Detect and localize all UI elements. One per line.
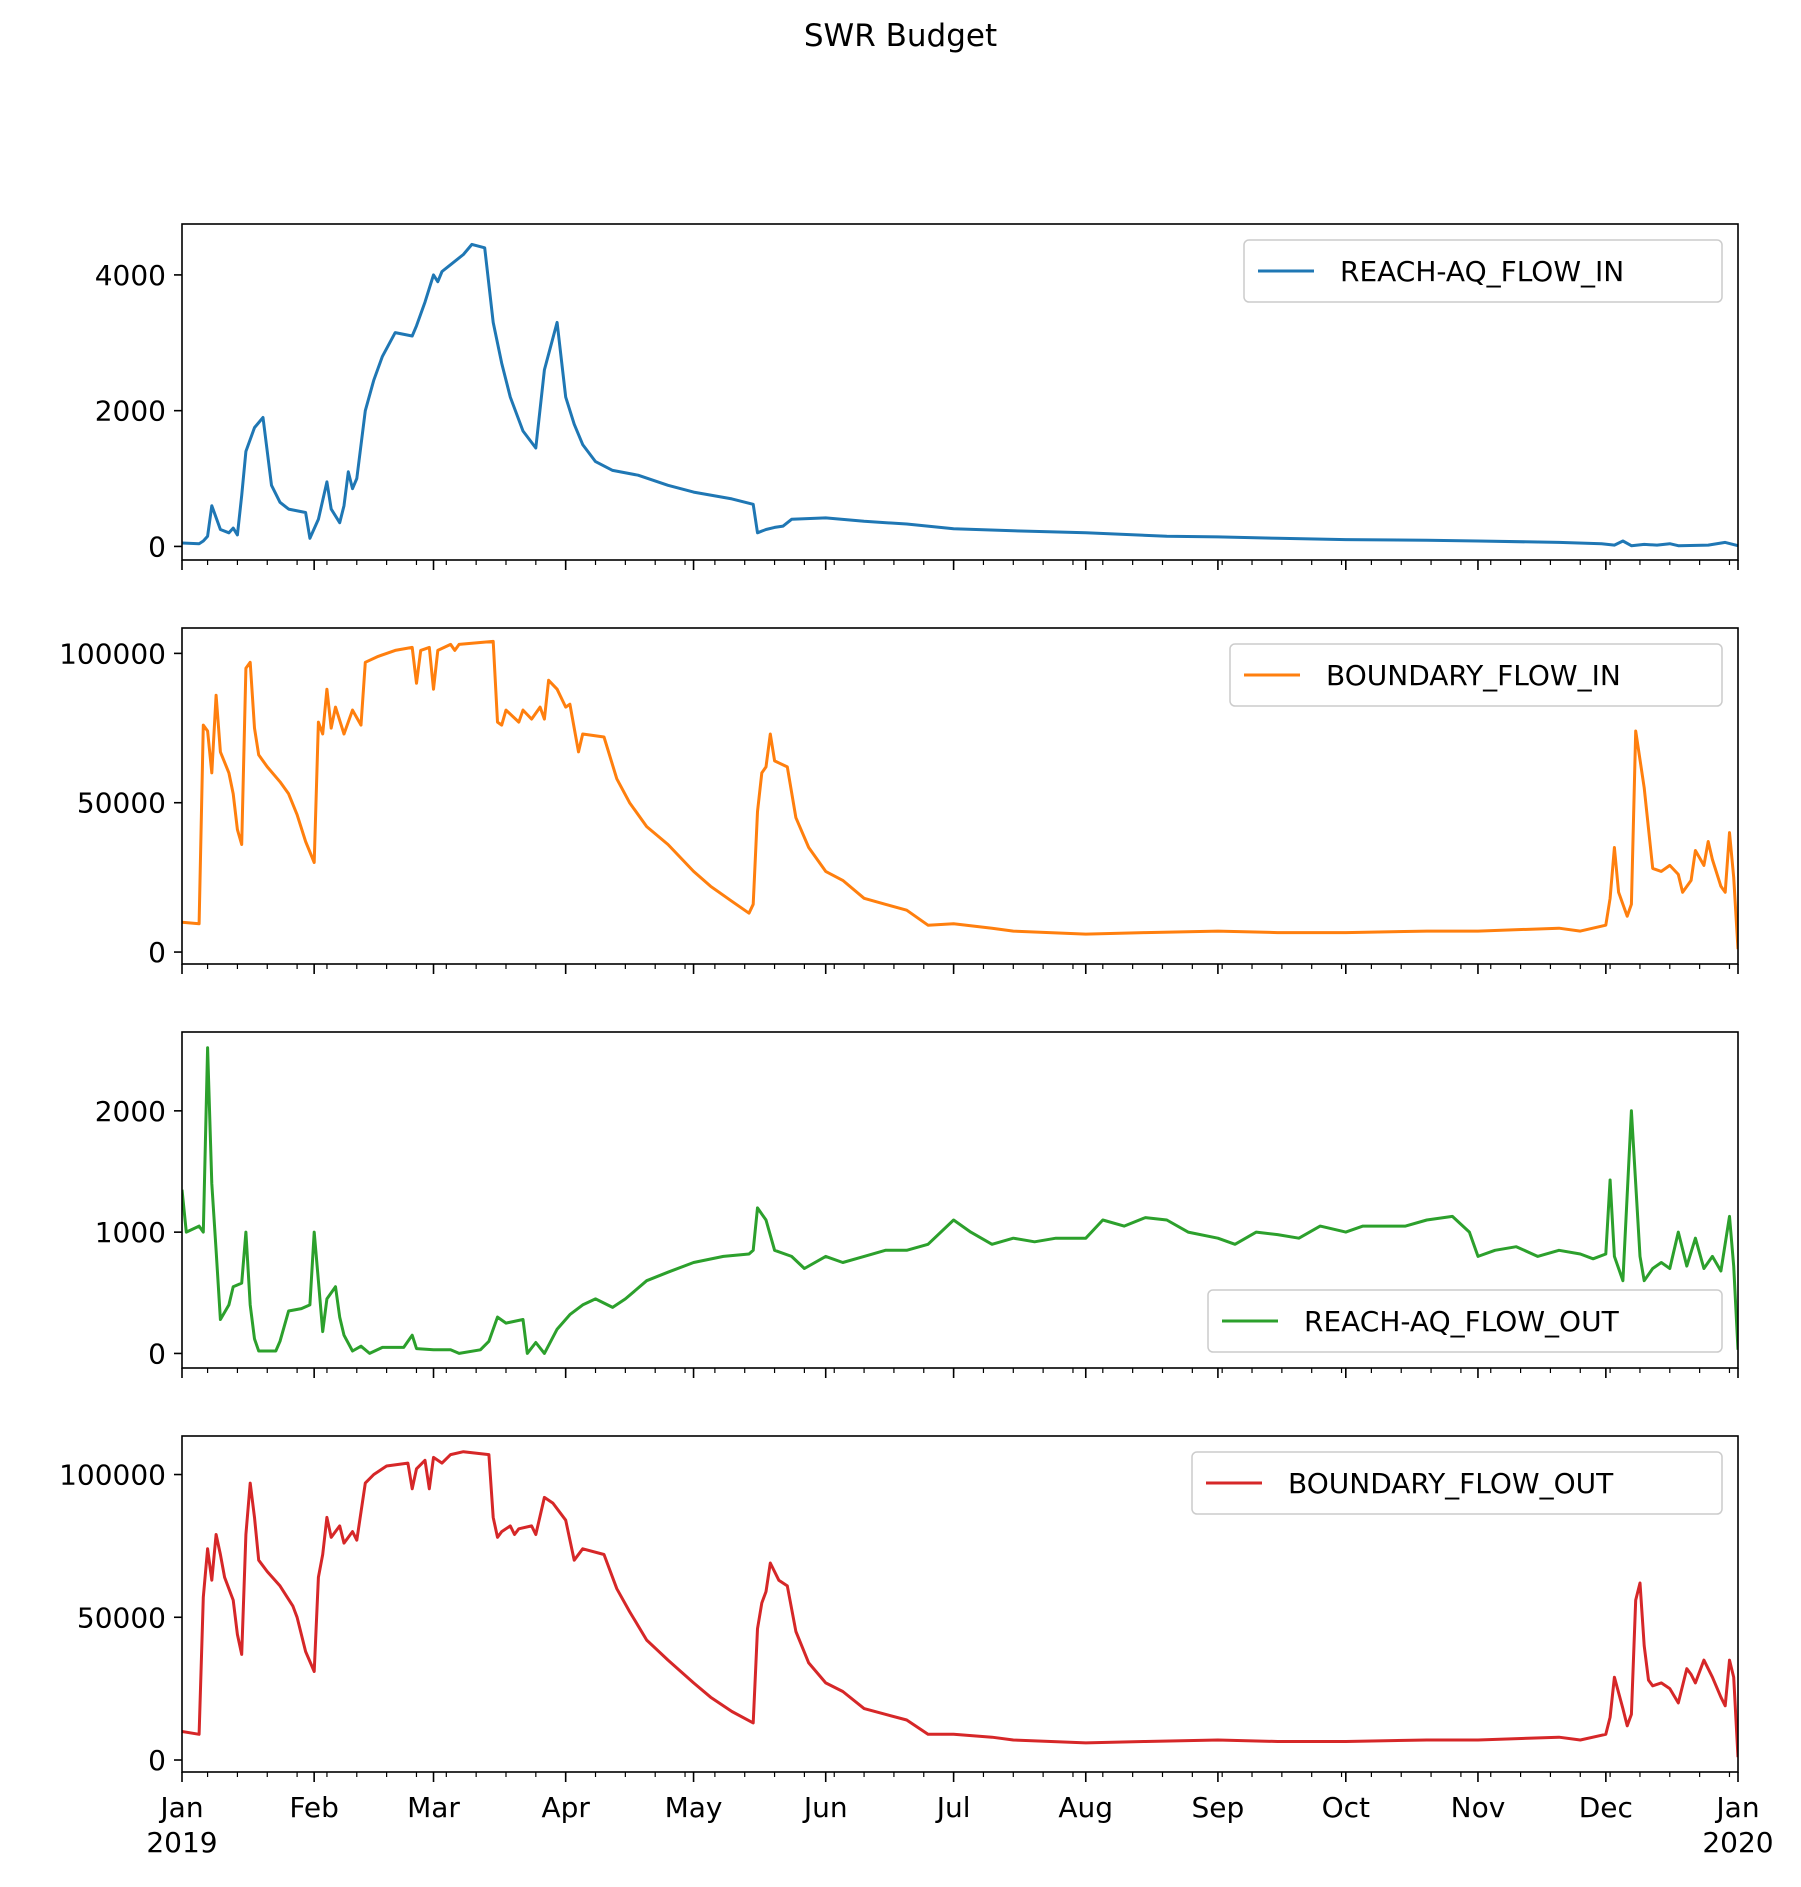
- figure-title: SWR Budget: [803, 18, 998, 54]
- y-tick-label: 4000: [95, 259, 166, 292]
- y-tick-label: 100000: [59, 1459, 166, 1492]
- y-tick-label: 50000: [77, 1601, 166, 1634]
- legend: BOUNDARY_FLOW_OUT: [1191, 1451, 1723, 1515]
- x-tick-label: Feb: [289, 1791, 339, 1824]
- axes-frame: [181, 223, 1739, 561]
- x-tick-label: Jun: [802, 1791, 848, 1824]
- x-tick-sublabel: 2020: [1702, 1826, 1773, 1859]
- y-tick-label: 2000: [95, 395, 166, 428]
- x-tick-label: May: [665, 1791, 723, 1824]
- subplot-3: 0 1000 2000 REACH-AQ_FLOW_OUT: [95, 1031, 1739, 1378]
- legend-label: BOUNDARY_FLOW_OUT: [1288, 1467, 1614, 1500]
- y-tick-label: 50000: [77, 787, 166, 820]
- y-tick-label: 0: [148, 936, 166, 969]
- x-tick-label: Jul: [935, 1791, 971, 1824]
- series-line-boundary-flow-in: [182, 639, 1738, 950]
- x-tick-sublabel: 2019: [146, 1826, 217, 1859]
- legend-box: [1207, 1289, 1723, 1353]
- series-line-reach-aq-flow-out: [182, 1046, 1738, 1355]
- series-line-boundary-flow-out: [182, 1450, 1738, 1758]
- series-line-reach-aq-flow-in: [182, 242, 1738, 548]
- axes-frame: [181, 627, 1739, 965]
- axes-frame: [181, 1435, 1739, 1773]
- x-tick-label: Aug: [1058, 1791, 1113, 1824]
- subplot-1: 0 2000 4000 REACH-AQ_FLOW_IN: [95, 223, 1739, 570]
- subplot-2: 0 50000 100000 BOUNDARY_FLOW_IN: [59, 627, 1739, 974]
- legend-label: REACH-AQ_FLOW_OUT: [1304, 1305, 1620, 1338]
- legend-label: REACH-AQ_FLOW_IN: [1340, 255, 1624, 288]
- legend-label: BOUNDARY_FLOW_IN: [1326, 659, 1621, 692]
- legend: REACH-AQ_FLOW_OUT: [1207, 1289, 1723, 1353]
- y-tick-label: 0: [148, 530, 166, 563]
- x-tick-label: Mar: [407, 1791, 460, 1824]
- y-tick-label: 0: [148, 1337, 166, 1370]
- y-tick-label: 0: [148, 1744, 166, 1777]
- legend-box: [1229, 643, 1723, 707]
- x-tick-label: Jan: [158, 1791, 203, 1824]
- x-tick-label: Nov: [1451, 1791, 1506, 1824]
- axes-frame: [181, 1031, 1739, 1369]
- y-tick-label: 100000: [59, 637, 166, 670]
- y-tick-label: 1000: [95, 1216, 166, 1249]
- legend-box: [1191, 1451, 1723, 1515]
- x-tick-label: Jan: [1714, 1791, 1759, 1824]
- x-tick-label: Oct: [1322, 1791, 1370, 1824]
- x-tick-label: Sep: [1192, 1791, 1245, 1824]
- x-tick-label: Dec: [1579, 1791, 1633, 1824]
- legend: REACH-AQ_FLOW_IN: [1243, 239, 1723, 303]
- legend: BOUNDARY_FLOW_IN: [1229, 643, 1723, 707]
- x-tick-label: Apr: [541, 1791, 590, 1824]
- legend-box: [1243, 239, 1723, 303]
- y-tick-label: 2000: [95, 1095, 166, 1128]
